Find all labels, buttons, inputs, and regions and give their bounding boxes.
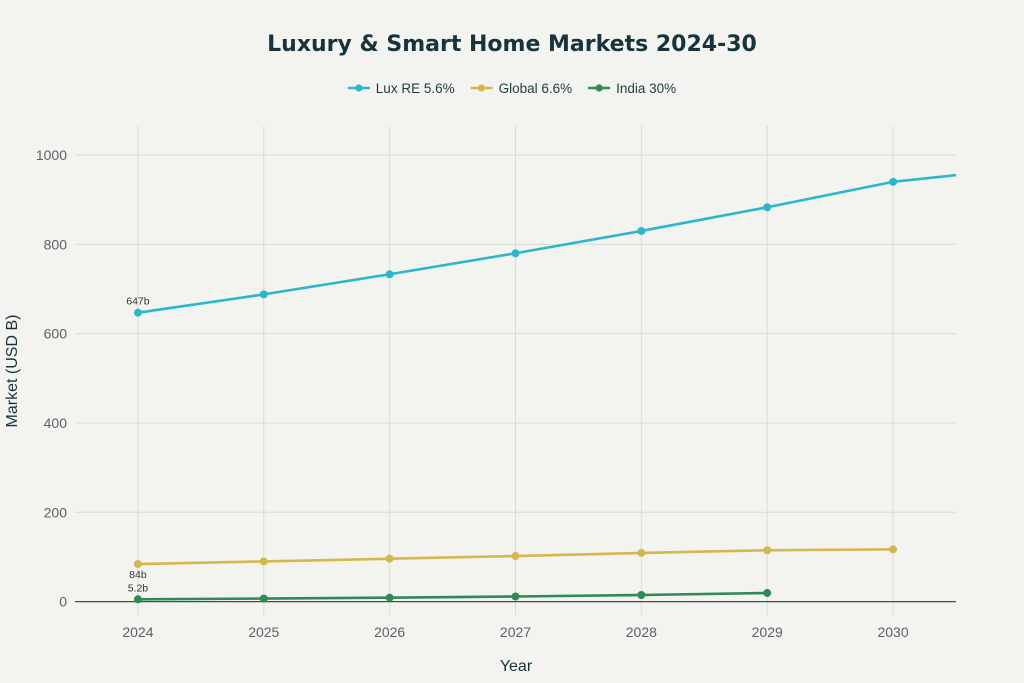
legend-swatch-marker (595, 84, 603, 92)
data-point (133, 308, 142, 317)
y-tick-label: 400 (44, 415, 68, 431)
x-tick-label: 2026 (374, 624, 405, 640)
x-tick-label: 2027 (500, 624, 531, 640)
data-point (259, 594, 268, 603)
y-tick-label: 200 (44, 504, 68, 520)
y-tick-label: 600 (44, 326, 68, 342)
x-tick-label: 2025 (248, 624, 279, 640)
x-tick-label: 2029 (752, 624, 783, 640)
legend-item-1: Lux RE 5.6% (347, 81, 455, 96)
legend-label: India 30% (616, 81, 676, 96)
legend-label: Global 6.6% (499, 81, 573, 96)
legend-item-3: India 30% (588, 81, 676, 96)
data-point (763, 203, 772, 212)
data-point (889, 177, 898, 186)
series-3 (133, 588, 772, 604)
series-line (137, 173, 957, 314)
y-tick-label: 0 (59, 594, 67, 610)
data-label: 647b (126, 296, 150, 308)
y-tick-label: 800 (44, 236, 68, 252)
series-line (137, 591, 768, 601)
series-1 (133, 173, 957, 317)
data-point (637, 590, 646, 599)
legend: Lux RE 5.6% Global 6.6% India 30% (347, 81, 676, 96)
data-label: 84b (129, 569, 147, 581)
x-tick-label: 2030 (877, 624, 908, 640)
data-point (511, 249, 520, 258)
data-point (637, 548, 646, 557)
data-point (511, 592, 520, 601)
gridlines (75, 126, 956, 615)
series-2 (133, 545, 898, 569)
data-point (259, 557, 268, 566)
data-point (511, 552, 520, 561)
legend-swatch-marker (478, 84, 486, 92)
data-point (133, 560, 142, 569)
legend-item-2: Global 6.6% (470, 81, 573, 96)
chart-title: Luxury & Smart Home Markets 2024-30 (267, 32, 757, 57)
x-axis-ticks: 2024 2025 2026 2027 2028 2029 2030 (122, 624, 909, 640)
data-point (889, 545, 898, 554)
data-point (763, 588, 772, 597)
data-point (133, 595, 142, 604)
x-tick-label: 2028 (626, 624, 657, 640)
data-point (385, 270, 394, 279)
data-point (385, 554, 394, 563)
legend-swatch-marker (355, 84, 363, 92)
x-axis-title: Year (500, 658, 533, 675)
data-point (259, 290, 268, 299)
y-axis-title: Market (USD B) (4, 315, 21, 428)
series-lines (133, 173, 957, 604)
y-axis-ticks: 0 200 400 600 800 1000 (36, 147, 67, 610)
x-tick-label: 2024 (122, 624, 153, 640)
data-point (637, 226, 646, 235)
data-point (385, 593, 394, 602)
data-label: 5.2b (128, 582, 149, 594)
legend-label: Lux RE 5.6% (376, 81, 455, 96)
y-tick-label: 1000 (36, 147, 67, 163)
data-point (763, 546, 772, 555)
